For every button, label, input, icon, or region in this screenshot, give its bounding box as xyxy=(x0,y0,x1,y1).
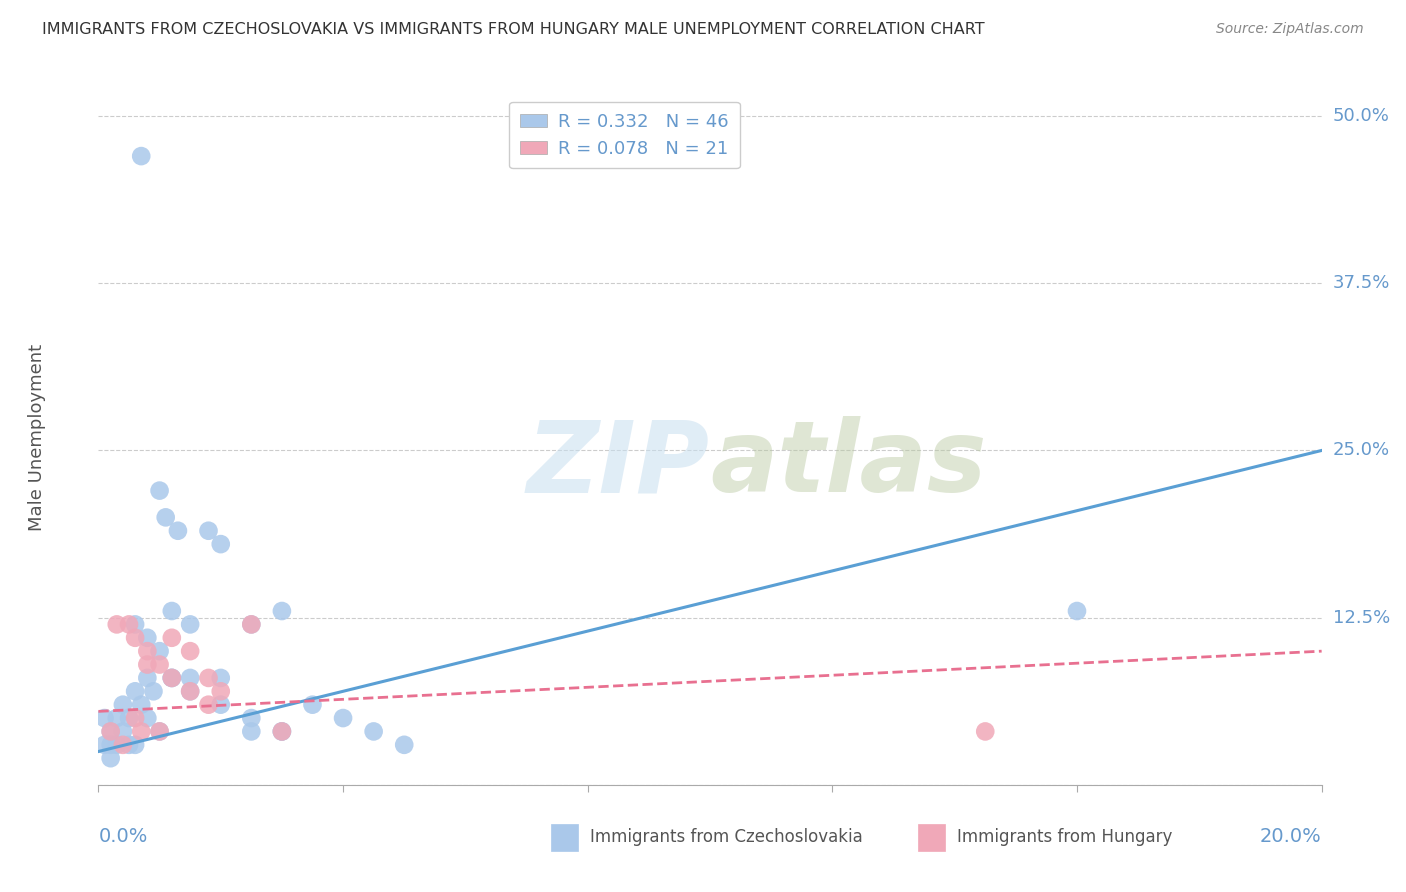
Point xyxy=(124,738,146,752)
Point xyxy=(124,684,146,698)
Point xyxy=(332,711,354,725)
Point xyxy=(179,617,201,632)
Bar xyxy=(551,823,578,851)
Point xyxy=(100,751,122,765)
Point xyxy=(270,724,292,739)
Point xyxy=(209,684,232,698)
Point xyxy=(160,671,183,685)
Point xyxy=(118,711,141,725)
Point xyxy=(160,671,183,685)
Point xyxy=(124,617,146,632)
Point xyxy=(160,604,183,618)
Point xyxy=(1066,604,1088,618)
Point xyxy=(392,738,416,752)
Point xyxy=(209,671,232,685)
Point xyxy=(142,684,165,698)
Point xyxy=(93,738,115,752)
Point xyxy=(270,724,292,739)
Text: 37.5%: 37.5% xyxy=(1333,274,1391,293)
Point xyxy=(105,738,128,752)
Point xyxy=(197,671,219,685)
Point xyxy=(111,698,134,712)
Point xyxy=(124,631,146,645)
Point xyxy=(160,671,183,685)
Point xyxy=(129,724,152,739)
Text: Immigrants from Hungary: Immigrants from Hungary xyxy=(957,829,1173,847)
Point xyxy=(155,510,177,524)
Point xyxy=(270,604,292,618)
Point xyxy=(160,631,183,645)
Point xyxy=(118,617,141,632)
Point xyxy=(149,724,172,739)
Point xyxy=(179,671,201,685)
Point xyxy=(167,524,190,538)
Point xyxy=(179,644,201,658)
Point xyxy=(149,644,172,658)
Point xyxy=(240,617,263,632)
Point xyxy=(974,724,997,739)
Point xyxy=(209,698,232,712)
Text: Male Unemployment: Male Unemployment xyxy=(28,343,46,531)
Point xyxy=(124,711,146,725)
Point xyxy=(111,738,134,752)
Point xyxy=(136,711,159,725)
Point xyxy=(136,631,159,645)
Text: 25.0%: 25.0% xyxy=(1333,442,1391,459)
Point xyxy=(100,724,122,739)
Point xyxy=(209,537,232,551)
Point xyxy=(111,724,134,739)
Point xyxy=(270,724,292,739)
Text: IMMIGRANTS FROM CZECHOSLOVAKIA VS IMMIGRANTS FROM HUNGARY MALE UNEMPLOYMENT CORR: IMMIGRANTS FROM CZECHOSLOVAKIA VS IMMIGR… xyxy=(42,22,984,37)
Point xyxy=(240,724,263,739)
Point xyxy=(363,724,385,739)
Text: 0.0%: 0.0% xyxy=(98,827,148,846)
Point xyxy=(301,698,323,712)
Point xyxy=(93,711,115,725)
Point xyxy=(197,698,219,712)
Point xyxy=(105,711,128,725)
Point xyxy=(129,149,152,163)
Text: ZIP: ZIP xyxy=(527,417,710,514)
Text: 20.0%: 20.0% xyxy=(1260,827,1322,846)
Text: 12.5%: 12.5% xyxy=(1333,608,1391,627)
Point xyxy=(100,724,122,739)
Point xyxy=(129,698,152,712)
Text: Source: ZipAtlas.com: Source: ZipAtlas.com xyxy=(1216,22,1364,37)
Bar xyxy=(918,823,945,851)
Text: 50.0%: 50.0% xyxy=(1333,107,1389,125)
Point xyxy=(197,524,219,538)
Text: atlas: atlas xyxy=(710,417,987,514)
Point xyxy=(136,644,159,658)
Point xyxy=(240,711,263,725)
Point xyxy=(149,724,172,739)
Text: Immigrants from Czechoslovakia: Immigrants from Czechoslovakia xyxy=(591,829,863,847)
Point xyxy=(179,684,201,698)
Point xyxy=(136,671,159,685)
Point xyxy=(118,738,141,752)
Legend: R = 0.332   N = 46, R = 0.078   N = 21: R = 0.332 N = 46, R = 0.078 N = 21 xyxy=(509,102,740,169)
Point xyxy=(149,483,172,498)
Point xyxy=(100,738,122,752)
Point xyxy=(179,684,201,698)
Point xyxy=(105,617,128,632)
Point xyxy=(149,657,172,672)
Point xyxy=(136,657,159,672)
Point xyxy=(240,617,263,632)
